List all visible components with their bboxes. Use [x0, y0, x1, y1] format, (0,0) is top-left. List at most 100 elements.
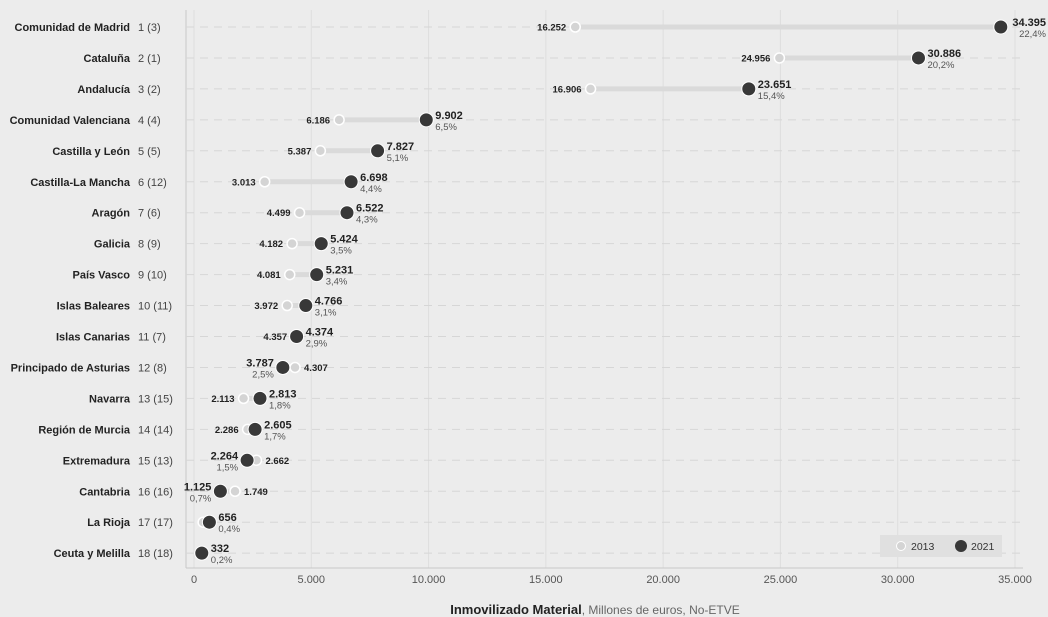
x-axis-title-suffix: , Millones de euros, No-ETVE [582, 603, 740, 617]
share-label-2021: 2,5% [252, 369, 274, 380]
region-label: La Rioja [87, 517, 131, 529]
dot-2013 [283, 268, 296, 281]
rank-label: 14 (14) [138, 424, 173, 436]
dot-2021 [275, 359, 291, 375]
dot-2013 [258, 176, 271, 188]
rank-label: 8 (9) [138, 239, 161, 251]
value-label-2013: 2.286 [215, 425, 239, 436]
value-label-2013: 1.749 [244, 487, 268, 498]
x-tick-label: 0 [191, 574, 197, 586]
rank-label: 13 (15) [138, 393, 173, 405]
share-label-2021: 3,5% [330, 246, 352, 257]
value-label-2021: 5.231 [326, 265, 354, 277]
region-label: Navarra [89, 393, 131, 405]
dot-2013 [229, 485, 241, 497]
share-label-2021: 0,4% [218, 524, 240, 535]
rank-label: 3 (2) [138, 84, 161, 96]
dot-2021 [741, 81, 757, 97]
share-label-2021: 6,5% [435, 122, 457, 133]
dot-2021 [339, 205, 355, 221]
value-label-2021: 6.522 [356, 203, 384, 215]
region-label: País Vasco [73, 270, 131, 282]
legend-marker-2021 [955, 540, 967, 552]
dot-2021 [418, 112, 434, 128]
dot-2013 [293, 206, 306, 219]
dot-2021 [343, 174, 359, 190]
region-label: Cantabria [79, 486, 131, 498]
value-label-2013: 4.307 [304, 363, 328, 374]
rank-label: 17 (17) [138, 517, 173, 529]
region-label: Castilla y León [52, 146, 130, 158]
legend-label-2021: 2021 [971, 541, 995, 553]
dot-2021 [212, 483, 228, 499]
dot-2021 [309, 267, 325, 283]
rank-label: 11 (7) [138, 332, 166, 344]
rank-label: 9 (10) [138, 270, 167, 282]
value-label-2013: 6.186 [306, 115, 330, 126]
value-label-2013: 2.113 [211, 394, 234, 405]
value-label-2021: 1.125 [184, 481, 212, 493]
grid-layer [193, 10, 1016, 568]
dot-2021 [298, 298, 314, 314]
dot-2013 [286, 237, 298, 250]
dot-2013 [314, 145, 327, 157]
x-tick-label: 25.000 [764, 574, 798, 586]
value-label-2021: 5.424 [330, 234, 358, 246]
rank-label: 7 (6) [138, 208, 161, 220]
dot-2013 [237, 392, 250, 405]
dot-2021 [993, 19, 1009, 35]
share-label-2021: 1,8% [269, 400, 291, 411]
x-tick-label: 30.000 [881, 574, 915, 586]
dot-2013 [773, 52, 786, 64]
legend: 2013 2021 [880, 535, 1002, 557]
legend-label-2013: 2013 [911, 541, 935, 553]
region-label: Galicia [94, 239, 131, 251]
chart-rows: Comunidad de Madrid 1 (3) 16.252 34.39522,4… [10, 17, 1047, 566]
dot-2013 [281, 299, 293, 312]
chart-row: Comunidad de Madrid 1 (3) 16.252 34.39522,4… [15, 17, 1047, 40]
dot-2013 [333, 114, 345, 126]
rank-label: 15 (13) [138, 455, 173, 467]
region-label: Principado de Asturias [11, 362, 130, 374]
region-label: Extremadura [63, 455, 131, 467]
x-tick-label: 15.000 [529, 574, 563, 586]
value-label-2021: 2.264 [211, 450, 239, 462]
share-label-2021: 1,5% [216, 462, 238, 473]
chart-row: Principado de Asturias 12 (8) 4.307 3.7872,… [11, 357, 1023, 380]
x-axis-title-main: Inmovilizado Material [450, 602, 581, 617]
rank-label: 10 (11) [138, 301, 172, 313]
rank-label: 12 (8) [138, 362, 167, 374]
x-tick-label: 5.000 [298, 574, 326, 586]
value-label-2013: 5.387 [288, 146, 312, 157]
share-label-2021: 15,4% [758, 91, 785, 102]
dot-2021 [910, 50, 926, 66]
share-label-2021: 4,4% [360, 184, 382, 195]
share-label-2021: 0,7% [190, 493, 212, 504]
share-label-2021: 20,2% [927, 60, 954, 71]
share-label-2021: 4,3% [356, 215, 378, 226]
value-label-2021: 34.395 [1012, 17, 1046, 29]
x-tick-label: 35.000 [998, 574, 1032, 586]
share-label-2021: 3,4% [326, 277, 348, 288]
x-tick-label: 20.000 [646, 574, 680, 586]
share-label-2021: 1,7% [264, 431, 286, 442]
dot-2021 [194, 545, 210, 561]
region-label: Islas Canarias [56, 332, 130, 344]
dot-2013 [289, 361, 301, 374]
value-label-2013: 2.662 [265, 456, 289, 467]
value-label-2021: 4.374 [306, 327, 334, 339]
value-label-2013: 4.182 [259, 239, 283, 250]
dot-2021 [239, 452, 255, 468]
value-label-2021: 332 [211, 543, 229, 555]
